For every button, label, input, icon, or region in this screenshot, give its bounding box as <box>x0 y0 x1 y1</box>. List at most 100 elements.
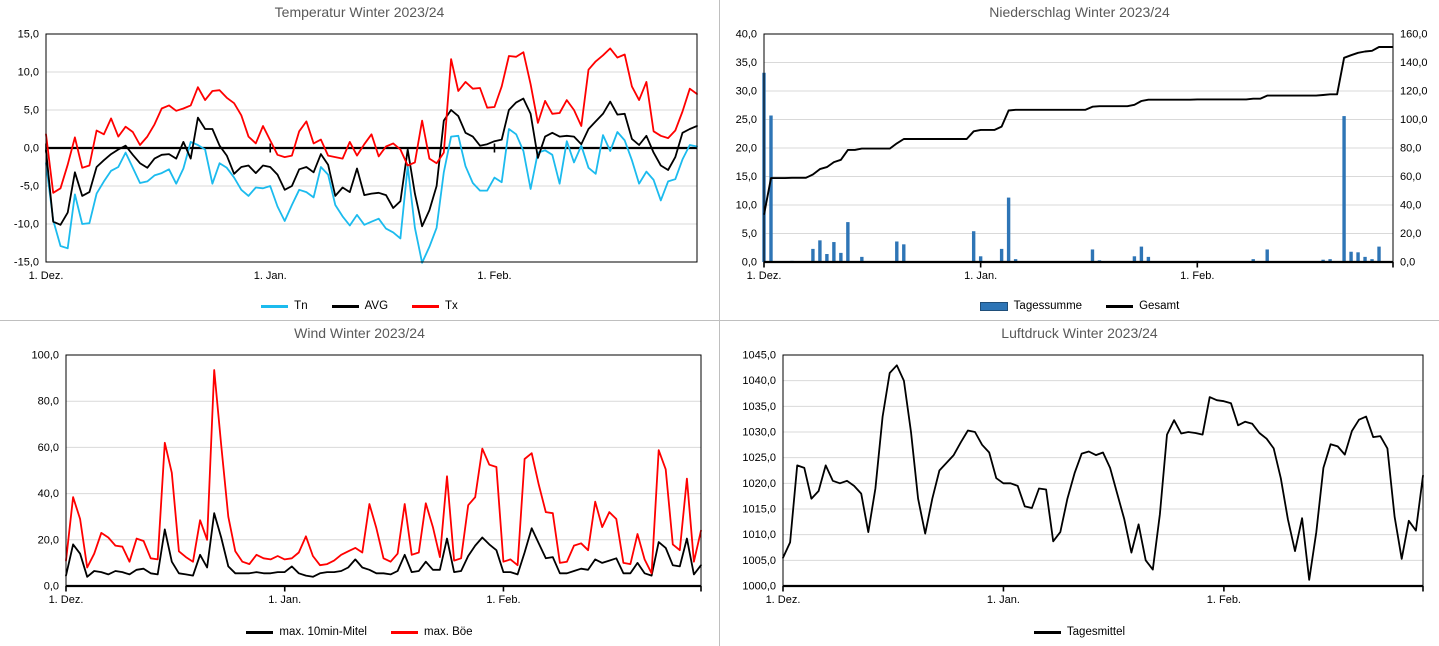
x-axis-label: 1. Dez. <box>49 594 84 606</box>
day-bar <box>1146 256 1151 262</box>
x-axis-label: 1. Jan. <box>268 594 301 606</box>
tx-line-swatch <box>412 304 440 308</box>
tn-line-swatch <box>261 304 289 308</box>
boee-line-swatch <box>390 630 418 634</box>
day-bar <box>1006 197 1011 262</box>
avg-line-swatch <box>331 304 359 308</box>
y-axis-label: 5,0 <box>24 105 39 117</box>
y2-axis-label: 20,0 <box>1400 228 1421 240</box>
x-axis-label: 1. Jan. <box>987 594 1020 606</box>
y-axis-label: 5,0 <box>742 228 757 240</box>
y-axis-label: 20,0 <box>38 534 59 546</box>
y-axis-label: 35,0 <box>736 57 757 69</box>
y2-axis-label: 140,0 <box>1400 57 1428 69</box>
y-axis-label: 100,0 <box>31 350 59 362</box>
legend-item-tn: Tn <box>261 300 308 312</box>
y-axis-label: 1020,0 <box>742 478 776 490</box>
day-bar <box>1265 249 1269 262</box>
day-bar <box>971 231 976 262</box>
y-axis-label: 0,0 <box>742 257 757 269</box>
x-axis-label: 1. Feb. <box>1180 270 1214 282</box>
y2-axis-label: 40,0 <box>1400 200 1421 212</box>
day-bar <box>846 222 850 262</box>
y-axis-label: 1010,0 <box>742 529 776 541</box>
day-bar <box>895 241 899 262</box>
series-line-Tx <box>45 47 698 194</box>
day-bar <box>1090 249 1095 262</box>
plot-border <box>45 33 698 263</box>
legend-item-tx: Tx <box>412 300 458 312</box>
y-axis-label: -5,0 <box>20 181 39 193</box>
precipitation-chart-panel: Niederschlag Winter 2023/24 0,0 5,0 10,0 15… <box>720 0 1439 320</box>
series-line-AVG <box>45 97 698 228</box>
y-axis-label: 10,0 <box>736 200 757 212</box>
precipitation-legend: Tagessumme Gesamt <box>720 292 1439 320</box>
pressure-legend: Tagesmittel <box>720 618 1439 646</box>
y-axis-label: 1045,0 <box>742 350 776 362</box>
y-axis-label: 20,0 <box>736 143 757 155</box>
legend-label-tagessumme: Tagessumme <box>1013 300 1083 312</box>
y2-axis-label: 0,0 <box>1400 257 1415 269</box>
y-axis-label: 1015,0 <box>742 504 776 516</box>
legend-label-tx: Tx <box>445 300 458 312</box>
wind-chart-canvas: 0,0 20,0 40,0 60,0 80,0 100,0 1. Dez. 1. Jan. 1.… <box>31 350 702 606</box>
day-bar <box>1342 116 1346 262</box>
wind-chart-panel: Wind Winter 2023/24 0,0 20,0 40,0 60,0 80,0 1… <box>0 321 719 646</box>
legend-label-gesamt: Gesamt <box>1139 300 1180 312</box>
y-axis-label: 60,0 <box>38 442 59 454</box>
gesamt-line-swatch <box>1106 304 1134 308</box>
day-bar <box>825 254 829 262</box>
day-bar <box>1363 256 1367 262</box>
y-axis-label: 1005,0 <box>742 555 776 567</box>
day-bar <box>769 115 773 262</box>
day-bar <box>811 248 815 262</box>
y2-axis-label: 160,0 <box>1400 29 1428 41</box>
y-axis-label: 80,0 <box>38 396 59 408</box>
y-axis-label: 1030,0 <box>742 427 776 439</box>
legend-item-boee: max. Böe <box>390 626 473 638</box>
x-axis-label: 1. Feb. <box>486 594 520 606</box>
day-bar <box>860 256 864 262</box>
x-axis-label: 1. Feb. <box>477 270 511 282</box>
wind-legend: max. 10min-Mitel max. Böe <box>0 618 719 646</box>
temperature-legend: Tn AVG Tx <box>0 292 719 320</box>
day-bar <box>1139 246 1144 262</box>
y-axis-label: 0,0 <box>44 581 59 593</box>
precipitation-chart-canvas: 0,0 5,0 10,0 15,0 20,0 25,0 30,0 35,0 40,0 0,0 20,… <box>736 29 1428 283</box>
wind-chart-title: Wind Winter 2023/24 <box>294 325 425 341</box>
day-bar <box>1328 259 1332 262</box>
legend-item-gesamt: Gesamt <box>1106 300 1179 312</box>
day-bar <box>1377 246 1381 262</box>
legend-item-tagesmittel: Tagesmittel <box>1033 626 1126 638</box>
y-axis-label: 25,0 <box>736 114 757 126</box>
y-axis-label: 15,0 <box>736 171 757 183</box>
legend-item-avg: AVG <box>331 300 388 312</box>
series-line-max. 10min-Mitel <box>65 512 702 578</box>
legend-label-tagesmittel: Tagesmittel <box>1066 626 1126 638</box>
day-bar <box>1013 259 1018 262</box>
temperature-chart-canvas: -15,0 -10,0 -5,0 0,0 5,0 10,0 15,0 1. Dez. 1. Ja… <box>14 29 698 282</box>
mittel-line-swatch <box>246 630 274 634</box>
legend-label-tn: Tn <box>294 300 308 312</box>
y-axis-label: 1035,0 <box>742 401 776 413</box>
day-bar <box>832 242 836 262</box>
day-bar <box>818 240 822 262</box>
y-axis-label: -10,0 <box>14 219 39 231</box>
day-bar <box>978 256 983 262</box>
tagessumme-bar-swatch <box>979 301 1008 311</box>
pressure-chart-panel: Luftdruck Winter 2023/24 1000,0 1005,0 101… <box>720 321 1439 646</box>
y-axis-label: 1040,0 <box>742 375 776 387</box>
day-bar <box>1370 259 1374 262</box>
day-bar <box>1356 252 1360 262</box>
day-bar <box>839 252 843 262</box>
y-axis-label: 1025,0 <box>742 452 776 464</box>
temperature-chart-title: Temperatur Winter 2023/24 <box>274 4 445 20</box>
y-axis-label: 1000,0 <box>742 581 776 593</box>
series-line-max. Böe <box>65 369 702 575</box>
precipitation-chart-title: Niederschlag Winter 2023/24 <box>989 4 1170 20</box>
day-bar <box>1321 259 1325 262</box>
y-axis-label: 0,0 <box>24 143 39 155</box>
y2-axis-label: 120,0 <box>1400 86 1428 98</box>
x-axis-label: 1. Jan. <box>254 270 287 282</box>
